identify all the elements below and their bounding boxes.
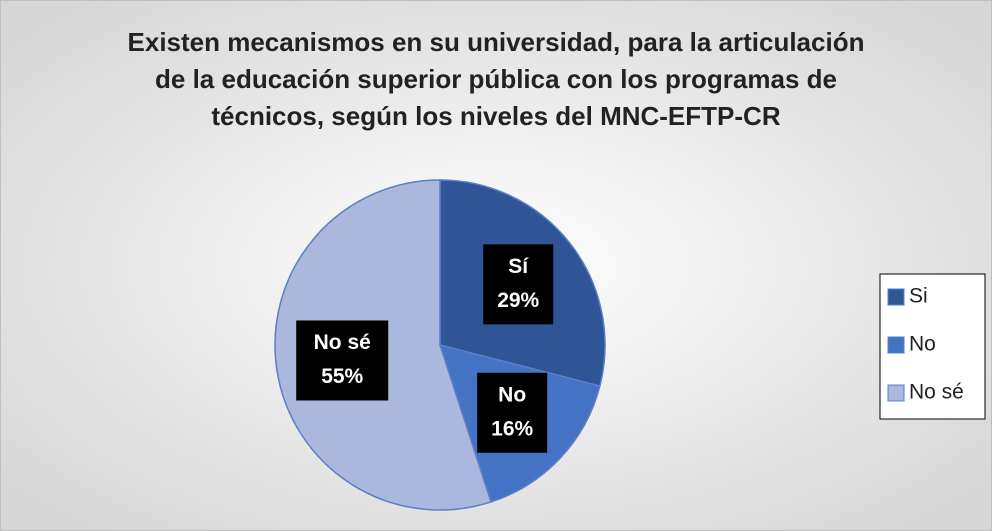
data-label-box [483, 244, 554, 325]
legend-label: No [909, 333, 936, 356]
legend-swatch [887, 336, 905, 354]
data-label-value: 16% [491, 417, 533, 440]
data-label-name: Sí [508, 255, 529, 278]
data-label-box [477, 372, 548, 453]
data-label-name: No [498, 383, 526, 406]
data-label-value: 29% [497, 289, 539, 312]
legend-label: Si [909, 285, 928, 308]
data-label-box [296, 320, 389, 401]
chart-title: técnicos, según los niveles del MNC-EFTP… [211, 101, 780, 131]
legend-swatch [887, 384, 905, 402]
data-label-value: 55% [321, 365, 363, 388]
legend-label: No sé [909, 381, 964, 404]
chart-title: Existen mecanismos en su universidad, pa… [128, 27, 865, 57]
chart-title: de la educación superior pública con los… [155, 64, 837, 94]
legend-swatch [887, 288, 905, 306]
data-label-name: No sé [314, 331, 371, 354]
